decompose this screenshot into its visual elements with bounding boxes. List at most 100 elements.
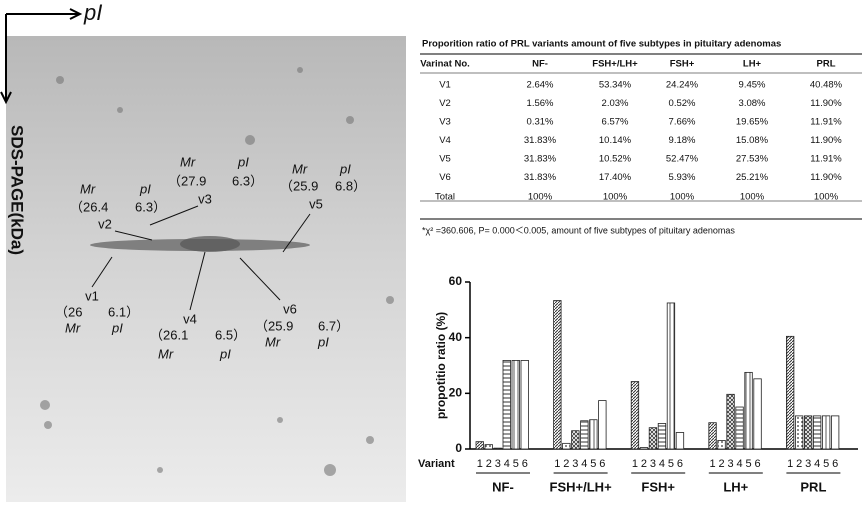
table-cell: 11.91% (810, 117, 842, 128)
table-cell: 52.47% (666, 154, 699, 165)
spot-pi-value: 6.3） (135, 199, 166, 214)
y-tick-label: 40 (449, 330, 463, 344)
variant-label: 3 (650, 458, 656, 470)
table-cell: 11.90% (810, 172, 842, 183)
table-cell: 11.90% (810, 135, 842, 146)
bar (503, 360, 511, 449)
table-header: NF- (532, 59, 548, 70)
spot-name: v4 (183, 311, 197, 326)
variant-label: 3 (572, 458, 578, 470)
bar (649, 428, 657, 449)
x-axis-label: Variant (418, 458, 455, 470)
table-cell: Total (435, 192, 455, 203)
y-tick-label: 0 (455, 441, 462, 455)
bar (563, 443, 571, 449)
variant-label: 1 (787, 458, 793, 470)
bar (494, 448, 502, 449)
variant-label: 2 (796, 458, 802, 470)
variant-label: 6 (754, 458, 760, 470)
variant-label: 5 (590, 458, 596, 470)
table-cell: 11.90% (810, 98, 842, 109)
table-cell: 100% (814, 192, 839, 203)
table-cell: 100% (528, 192, 553, 203)
bar (813, 416, 821, 449)
category-label: PRL (800, 479, 826, 494)
table-cell: 27.53% (736, 154, 769, 165)
variant-label: 2 (641, 458, 647, 470)
page: { "gel": { "x_axis_label": "pI", "y_axis… (0, 0, 866, 507)
table-header: FSH+ (670, 59, 695, 70)
bar (667, 303, 675, 449)
spot-mr-value: （25.9 (255, 318, 293, 333)
variant-label: 2 (486, 458, 492, 470)
spot-name: v3 (198, 191, 212, 206)
bar (640, 448, 648, 449)
table-cell: 25.21% (736, 172, 769, 183)
spot-mr: Mr (180, 154, 196, 169)
category-label: NF- (492, 479, 514, 494)
pi-axis-label: pI (83, 0, 102, 25)
spot-mr: Mr (65, 320, 81, 335)
table-cell: 3.08% (739, 98, 766, 109)
bar (572, 431, 580, 449)
y-axis-label: propotitio ratio (%) (434, 312, 448, 419)
table-cell: 11.91% (810, 154, 842, 165)
gel-band (180, 236, 240, 252)
table-cell: V3 (439, 117, 451, 128)
spot-pi-value: 6.3） (232, 173, 263, 188)
spot-pi: pI (139, 181, 151, 196)
variant-label: 4 (659, 458, 665, 470)
y-tick-label: 60 (449, 274, 463, 288)
y-tick-label: 20 (449, 386, 463, 400)
bar (521, 360, 529, 449)
table-cell: 31.83% (524, 154, 557, 165)
bar (599, 401, 607, 449)
bar (581, 421, 589, 449)
spot-mr-value: （27.9 (168, 173, 206, 188)
variant-label: 6 (599, 458, 605, 470)
spot-pi-value: 6.8） (335, 178, 366, 193)
category-label: LH+ (723, 479, 748, 494)
table-cell: 31.83% (524, 135, 557, 146)
table-cell: 10.52% (599, 154, 632, 165)
variant-label: 6 (522, 458, 528, 470)
spot-pi: pI (237, 154, 249, 169)
bar (795, 416, 803, 449)
gel-image (6, 36, 406, 502)
table-cell: V6 (439, 172, 451, 183)
bar (831, 416, 839, 449)
table-title: Proporition ratio of PRL variants amount… (422, 39, 781, 50)
spot-mr-value: （25.9 (280, 178, 318, 193)
table-cell: 100% (740, 192, 765, 203)
spot-name: v1 (85, 288, 99, 303)
spot-mr: Mr (158, 346, 174, 361)
spot-pi: pI (317, 334, 329, 349)
table-cell: 1.56% (527, 98, 554, 109)
spot-pi-value: 6.7） (318, 318, 349, 333)
spot-pi-value: 6.1） (108, 304, 139, 319)
spot-pi: pI (111, 320, 123, 335)
variant-label: 4 (814, 458, 820, 470)
bar (590, 420, 598, 449)
table-cell: 31.83% (524, 172, 557, 183)
spot-mr: Mr (265, 334, 281, 349)
table-cell: 5.93% (669, 172, 696, 183)
table-cell: 10.14% (599, 135, 632, 146)
table-cell: 9.18% (669, 135, 696, 146)
table-footnote: *χ² =360.606, P= 0.000＜0.005, amount of … (422, 225, 735, 235)
table-header: Varinat No. (420, 59, 470, 70)
bar (512, 360, 520, 449)
table-cell: 17.40% (599, 172, 632, 183)
bar (485, 445, 493, 449)
spot-mr-value: （26 (55, 304, 82, 319)
category-label: FSH+/LH+ (550, 479, 613, 494)
table-cell: V2 (439, 98, 451, 109)
table-cell: 19.65% (736, 117, 769, 128)
table-cell: 6.57% (602, 117, 629, 128)
variant-label: 5 (823, 458, 829, 470)
table-cell: V5 (439, 154, 451, 165)
table-cell: 7.66% (669, 117, 696, 128)
table-cell: 15.08% (736, 135, 769, 146)
bar (709, 423, 717, 449)
table-cell: 100% (603, 192, 628, 203)
